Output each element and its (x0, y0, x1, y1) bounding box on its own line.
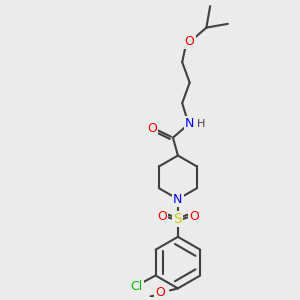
Text: S: S (173, 212, 182, 226)
Text: O: O (189, 211, 199, 224)
Text: H: H (196, 118, 205, 129)
Text: O: O (148, 122, 158, 135)
Text: N: N (185, 117, 194, 130)
Text: N: N (173, 193, 183, 206)
Text: O: O (155, 286, 165, 299)
Text: O: O (185, 35, 195, 48)
Text: O: O (157, 211, 167, 224)
Text: Cl: Cl (130, 280, 143, 293)
